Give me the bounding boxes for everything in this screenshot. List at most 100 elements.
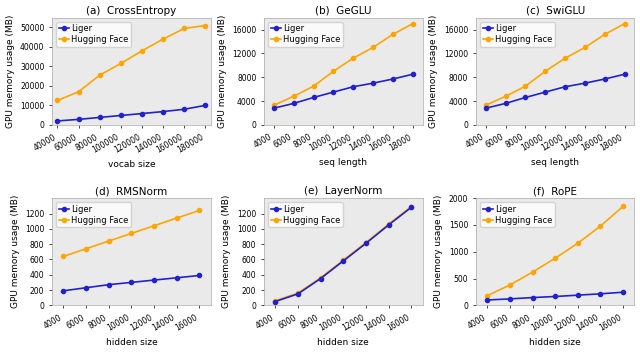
- Legend: Liger, Hugging Face: Liger, Hugging Face: [56, 202, 131, 227]
- Hugging Face: [105, 239, 113, 243]
- Y-axis label: GPU memory usage (MB): GPU memory usage (MB): [6, 14, 15, 128]
- Liger: [96, 115, 104, 120]
- Liger: [385, 223, 392, 227]
- Hugging Face: [389, 32, 397, 36]
- Hugging Face: [339, 258, 347, 262]
- Hugging Face: [330, 69, 337, 73]
- Liger: [173, 276, 180, 280]
- Hugging Face: [362, 240, 370, 245]
- X-axis label: hidden size: hidden size: [106, 339, 157, 347]
- Liger: [596, 292, 604, 296]
- Liger: [150, 278, 158, 282]
- Line: Hugging Face: Hugging Face: [55, 23, 207, 103]
- X-axis label: seq length: seq length: [531, 158, 579, 167]
- Liger: [502, 101, 509, 106]
- Liger: [522, 95, 529, 100]
- Liger: [362, 241, 370, 245]
- Hugging Face: [561, 56, 569, 60]
- X-axis label: hidden size: hidden size: [317, 339, 369, 347]
- Hugging Face: [271, 299, 279, 303]
- Liger: [389, 77, 397, 81]
- Liger: [483, 298, 491, 302]
- Liger: [180, 107, 188, 112]
- Line: Liger: Liger: [55, 103, 207, 123]
- Liger: [541, 90, 549, 94]
- Hugging Face: [202, 23, 209, 28]
- Legend: Liger, Hugging Face: Liger, Hugging Face: [268, 202, 343, 227]
- Liger: [339, 259, 347, 263]
- Hugging Face: [502, 94, 509, 98]
- Liger: [54, 119, 61, 123]
- Y-axis label: GPU memory usage (MB): GPU memory usage (MB): [223, 195, 232, 309]
- Liger: [551, 294, 559, 299]
- Hugging Face: [290, 94, 298, 98]
- Y-axis label: GPU memory usage (MB): GPU memory usage (MB): [218, 14, 227, 128]
- Hugging Face: [310, 84, 317, 88]
- Hugging Face: [349, 56, 357, 60]
- Hugging Face: [574, 241, 582, 245]
- Line: Liger: Liger: [484, 72, 627, 110]
- Hugging Face: [54, 98, 61, 103]
- Hugging Face: [506, 283, 514, 287]
- Hugging Face: [408, 204, 415, 209]
- Hugging Face: [409, 22, 417, 26]
- Liger: [409, 72, 417, 76]
- Liger: [138, 112, 146, 116]
- X-axis label: seq length: seq length: [319, 158, 367, 167]
- Liger: [159, 109, 167, 114]
- Liger: [620, 290, 627, 294]
- Liger: [195, 273, 203, 277]
- Title: (f)  RoPE: (f) RoPE: [533, 186, 577, 196]
- Line: Hugging Face: Hugging Face: [273, 204, 413, 303]
- Line: Hugging Face: Hugging Face: [485, 204, 625, 298]
- Liger: [75, 117, 83, 121]
- Hugging Face: [541, 69, 549, 73]
- Legend: Liger, Hugging Face: Liger, Hugging Face: [268, 22, 343, 47]
- Line: Liger: Liger: [61, 274, 202, 293]
- Y-axis label: GPU memory usage (MB): GPU memory usage (MB): [429, 14, 438, 128]
- Hugging Face: [83, 247, 90, 251]
- Line: Liger: Liger: [273, 205, 413, 304]
- Hugging Face: [620, 204, 627, 208]
- Title: (a)  CrossEntropy: (a) CrossEntropy: [86, 6, 177, 16]
- Hugging Face: [96, 73, 104, 77]
- Legend: Liger, Hugging Face: Liger, Hugging Face: [56, 22, 131, 47]
- Hugging Face: [522, 84, 529, 88]
- X-axis label: vocab size: vocab size: [108, 160, 155, 169]
- Hugging Face: [195, 208, 203, 213]
- Liger: [270, 106, 278, 110]
- Liger: [621, 72, 628, 76]
- Liger: [482, 106, 490, 110]
- Liger: [369, 81, 377, 85]
- Hugging Face: [317, 276, 324, 280]
- Hugging Face: [294, 291, 302, 295]
- Liger: [294, 292, 302, 296]
- Liger: [349, 85, 357, 89]
- Hugging Face: [127, 231, 135, 235]
- Title: (d)  RMSNorm: (d) RMSNorm: [95, 186, 168, 196]
- Hugging Face: [596, 224, 604, 228]
- Legend: Liger, Hugging Face: Liger, Hugging Face: [480, 202, 555, 227]
- Liger: [529, 295, 536, 300]
- Line: Liger: Liger: [485, 290, 625, 302]
- Hugging Face: [581, 45, 589, 49]
- Liger: [317, 276, 324, 281]
- Liger: [290, 101, 298, 106]
- Line: Hugging Face: Hugging Face: [61, 208, 202, 258]
- Liger: [83, 286, 90, 290]
- Line: Liger: Liger: [272, 72, 415, 110]
- Hugging Face: [482, 103, 490, 107]
- Liger: [408, 205, 415, 210]
- Title: (b)  GeGLU: (b) GeGLU: [315, 6, 372, 16]
- Hugging Face: [385, 222, 392, 226]
- Liger: [601, 77, 609, 81]
- Liger: [561, 85, 569, 89]
- Liger: [271, 299, 279, 304]
- Hugging Face: [369, 45, 377, 49]
- Hugging Face: [483, 294, 491, 298]
- X-axis label: hidden size: hidden size: [529, 339, 581, 347]
- Hugging Face: [621, 22, 628, 26]
- Liger: [574, 293, 582, 297]
- Hugging Face: [529, 270, 536, 274]
- Hugging Face: [60, 254, 67, 258]
